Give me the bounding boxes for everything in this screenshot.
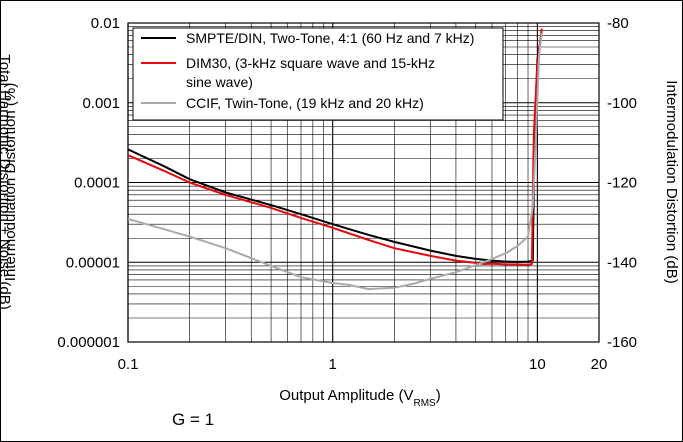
y-tick-label-right: -80 [607,15,629,32]
legend-label-3: CCIF, Twin-Tone, (19 kHz and 20 kHz) [186,95,424,111]
y-tick-label-right: -100 [607,95,637,112]
y-tick-label-left: 0.000001 [57,334,120,351]
y-axis-label-behind: Total Harmonic Distortion + Noise (dB) [0,54,13,310]
axis-labels: Total Harmonic Distortion + Noise (dB) I… [0,54,680,408]
x-tick-label: 20 [591,356,608,373]
y-tick-label-left: 0.01 [91,15,120,32]
y-tick-label-left: 0.00001 [66,254,120,271]
x-tick-label: 10 [529,356,546,373]
y-axis-label-right: Intermodulation Distortion (dB) [663,80,680,283]
gain-annotation: G = 1 [172,410,215,429]
legend-label-1: SMPTE/DIN, Two-Tone, 4:1 (60 Hz and 7 kH… [186,30,474,46]
tick-labels: 0.1 1 10 20 0.01 0.001 0.0001 0.00001 0.000001 -8… [57,15,637,373]
y-tick-label-right: -160 [607,334,637,351]
y-tick-label-right: -140 [607,254,637,271]
legend-label-2: sine wave) [186,74,253,90]
x-tick-label: 1 [329,356,337,373]
y-tick-label-right: -120 [607,175,637,192]
plot-area [127,22,600,343]
legend-label-2: DIM30, (3-kHz square wave and 15-kHz [186,55,435,71]
x-axis-label: Output Amplitude (VRMS) [279,387,440,409]
series-line-3 [127,32,543,291]
y-axis-label-left: Intermodulation Distortion (%) [2,83,19,281]
series-line-2 [127,28,543,266]
legend: SMPTE/DIN, Two-Tone, 4:1 (60 Hz and 7 kH… [132,27,504,121]
y-tick-label-left: 0.001 [82,95,120,112]
x-tick-label: 0.1 [118,356,139,373]
series-group [127,28,543,291]
legend-box [132,27,504,121]
y-tick-label-left: 0.0001 [74,175,120,192]
